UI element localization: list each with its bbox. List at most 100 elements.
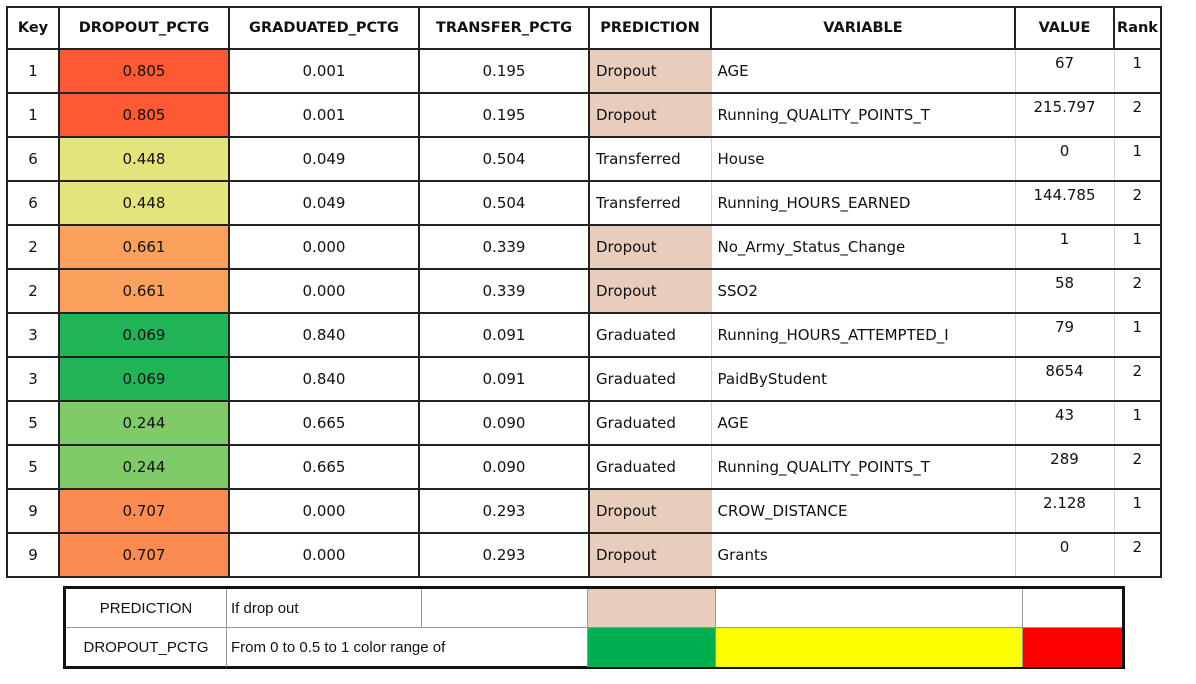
legend-dropout-text: From 0 to 0.5 to 1 color range of (227, 628, 588, 667)
legend-row-prediction: PREDICTION If drop out (66, 589, 1122, 627)
cell-variable: CROW_DISTANCE (710, 489, 1015, 534)
cell-dropout-pctg: 0.069 (58, 357, 229, 402)
table-row: 3 0.069 0.840 0.091 Graduated Running_HOURS_A… (6, 313, 1162, 358)
cell-variable: No_Army_Status_Change (710, 225, 1015, 270)
table-row: 3 0.069 0.840 0.091 Graduated PaidByStudent 86… (6, 357, 1162, 402)
cell-value: 8654 (1014, 357, 1114, 402)
cell-graduated-pctg: 0.049 (228, 137, 419, 182)
table-row: 2 0.661 0.000 0.339 Dropout SSO2 58 2 (6, 269, 1162, 314)
table-row: 5 0.244 0.665 0.090 Graduated AGE 43 1 (6, 401, 1162, 446)
cell-dropout-pctg: 0.448 (58, 181, 229, 226)
cell-graduated-pctg: 0.000 (228, 533, 419, 578)
cell-prediction: Dropout (588, 269, 711, 314)
header-rank: Rank (1113, 6, 1162, 50)
header-row: Key DROPOUT_PCTG GRADUATED_PCTG TRANSFER… (6, 6, 1162, 50)
cell-rank: 2 (1113, 181, 1162, 226)
header-prediction: PREDICTION (588, 6, 712, 50)
cell-graduated-pctg: 0.000 (228, 489, 419, 534)
cell-value: 144.785 (1014, 181, 1114, 226)
cell-prediction: Graduated (588, 401, 711, 446)
cell-rank: 2 (1113, 533, 1162, 578)
table-body: 1 0.805 0.001 0.195 Dropout AGE 67 1 1 0.805 0.001… (6, 49, 1162, 578)
cell-dropout-pctg: 0.805 (58, 49, 229, 94)
cell-key: 5 (6, 445, 59, 490)
cell-transfer-pctg: 0.293 (418, 533, 589, 578)
cell-transfer-pctg: 0.504 (418, 137, 589, 182)
cell-value: 0 (1014, 137, 1114, 182)
cell-rank: 1 (1113, 225, 1162, 270)
cell-transfer-pctg: 0.504 (418, 181, 589, 226)
cell-value: 67 (1014, 49, 1114, 94)
cell-transfer-pctg: 0.090 (418, 445, 589, 490)
cell-rank: 2 (1113, 357, 1162, 402)
cell-graduated-pctg: 0.665 (228, 401, 419, 446)
cell-prediction: Dropout (588, 489, 711, 534)
cell-value: 58 (1014, 269, 1114, 314)
cell-value: 79 (1014, 313, 1114, 358)
cell-variable: Grants (710, 533, 1015, 578)
table-row: 5 0.244 0.665 0.090 Graduated Running_QUALITY… (6, 445, 1162, 490)
legend-empty-cell (1023, 589, 1122, 627)
cell-transfer-pctg: 0.091 (418, 313, 589, 358)
cell-value: 43 (1014, 401, 1114, 446)
cell-transfer-pctg: 0.339 (418, 225, 589, 270)
cell-dropout-pctg: 0.661 (58, 225, 229, 270)
cell-variable: PaidByStudent (710, 357, 1015, 402)
legend-empty-cell (716, 589, 1023, 627)
table-row: 9 0.707 0.000 0.293 Dropout CROW_DISTANCE 2.12… (6, 489, 1162, 534)
cell-variable: SSO2 (710, 269, 1015, 314)
cell-value: 2.128 (1014, 489, 1114, 534)
cell-transfer-pctg: 0.090 (418, 401, 589, 446)
cell-graduated-pctg: 0.049 (228, 181, 419, 226)
cell-dropout-pctg: 0.707 (58, 489, 229, 534)
cell-graduated-pctg: 0.840 (228, 313, 419, 358)
cell-dropout-pctg: 0.244 (58, 445, 229, 490)
cell-dropout-pctg: 0.805 (58, 93, 229, 138)
cell-key: 1 (6, 49, 59, 94)
cell-dropout-pctg: 0.069 (58, 313, 229, 358)
header-key: Key (6, 6, 60, 50)
cell-value: 289 (1014, 445, 1114, 490)
table-row: 1 0.805 0.001 0.195 Dropout AGE 67 1 (6, 49, 1162, 94)
results-table: Key DROPOUT_PCTG GRADUATED_PCTG TRANSFER… (6, 6, 1162, 578)
cell-graduated-pctg: 0.001 (228, 49, 419, 94)
cell-dropout-pctg: 0.707 (58, 533, 229, 578)
cell-prediction: Graduated (588, 357, 711, 402)
cell-rank: 1 (1113, 489, 1162, 534)
cell-dropout-pctg: 0.244 (58, 401, 229, 446)
cell-prediction: Dropout (588, 49, 711, 94)
cell-prediction: Graduated (588, 313, 711, 358)
cell-rank: 2 (1113, 269, 1162, 314)
cell-variable: Running_QUALITY_POINTS_T (710, 93, 1015, 138)
cell-dropout-pctg: 0.661 (58, 269, 229, 314)
legend-scale-mid-swatch (716, 628, 1023, 667)
table-row: 6 0.448 0.049 0.504 Transferred House 0 1 (6, 137, 1162, 182)
table-row: 1 0.805 0.001 0.195 Dropout Running_QUALITY_P… (6, 93, 1162, 138)
cell-graduated-pctg: 0.000 (228, 225, 419, 270)
cell-rank: 1 (1113, 49, 1162, 94)
cell-key: 2 (6, 225, 59, 270)
cell-variable: Running_QUALITY_POINTS_T (710, 445, 1015, 490)
cell-rank: 1 (1113, 313, 1162, 358)
cell-transfer-pctg: 0.195 (418, 93, 589, 138)
legend-row-dropout: DROPOUT_PCTG From 0 to 0.5 to 1 color ra… (66, 627, 1122, 667)
header-graduated-pctg: GRADUATED_PCTG (228, 6, 420, 50)
cell-prediction: Dropout (588, 533, 711, 578)
legend-prediction-swatch (588, 589, 716, 627)
cell-key: 6 (6, 181, 59, 226)
cell-value: 215.797 (1014, 93, 1114, 138)
legend-dropout-label: DROPOUT_PCTG (66, 628, 227, 667)
cell-variable: AGE (710, 49, 1015, 94)
cell-rank: 1 (1113, 137, 1162, 182)
cell-rank: 2 (1113, 93, 1162, 138)
cell-prediction: Transferred (588, 137, 711, 182)
cell-prediction: Graduated (588, 445, 711, 490)
cell-key: 5 (6, 401, 59, 446)
legend-box: PREDICTION If drop out DROPOUT_PCTG From… (63, 586, 1125, 669)
cell-graduated-pctg: 0.001 (228, 93, 419, 138)
cell-prediction: Dropout (588, 93, 711, 138)
legend-scale-high-swatch (1023, 628, 1122, 667)
cell-key: 2 (6, 269, 59, 314)
cell-transfer-pctg: 0.091 (418, 357, 589, 402)
cell-prediction: Transferred (588, 181, 711, 226)
